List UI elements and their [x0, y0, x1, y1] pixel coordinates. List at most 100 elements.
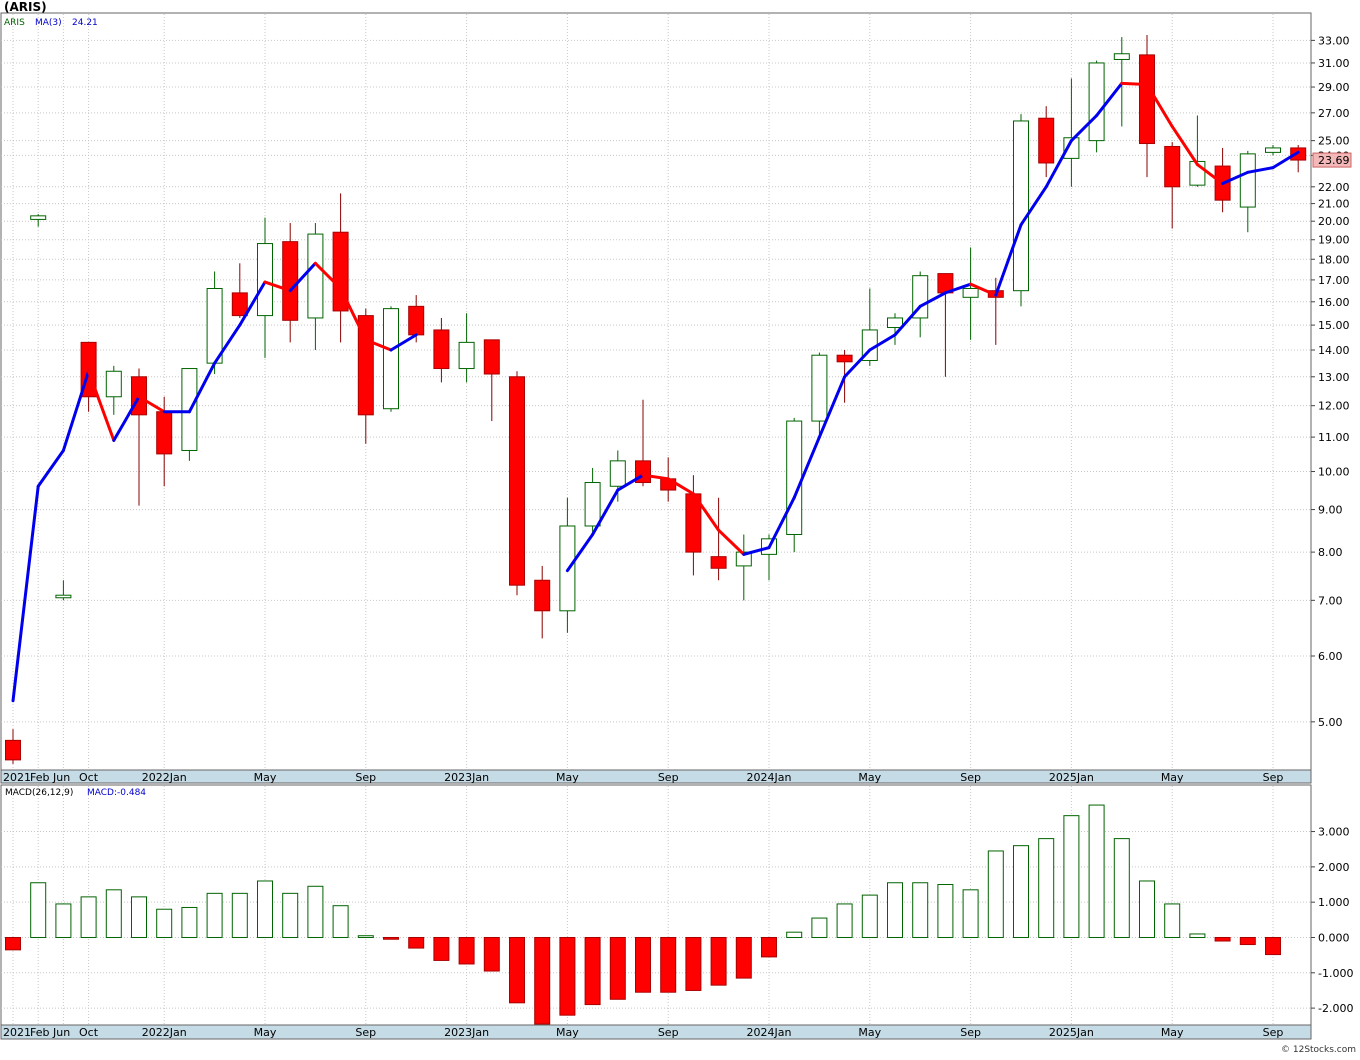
ma-segment [817, 375, 847, 439]
macd-bar [534, 936, 551, 1025]
x-axis-label: Jun [52, 1026, 70, 1039]
macd-bar [80, 896, 97, 938]
macd-histogram-series [5, 804, 1281, 1025]
ma-segment [313, 261, 343, 291]
x-axis-label: Sep [1263, 1026, 1284, 1039]
macd-bar [1164, 903, 1181, 938]
ma-segment [994, 223, 1023, 297]
ma-segment [868, 333, 897, 352]
candle-body [1013, 120, 1029, 292]
macd-y-axis: 3.000 2.000 1.000 0.000 -1.000 -2.000 [1311, 826, 1353, 1015]
x-axis-label: Feb [30, 771, 49, 784]
legend-symbol: ARIS [4, 18, 25, 28]
candle-body [156, 411, 173, 455]
macd-bar [660, 936, 677, 993]
macd-panel: 3.000 2.000 1.000 0.000 -1.000 -2.000 2021 Feb… [0, 784, 1353, 1040]
x-axis-label: Jun [52, 771, 70, 784]
ma-segment [263, 280, 292, 293]
macd-bar [1113, 838, 1130, 938]
ma-segment [943, 282, 973, 295]
x-axis-label: 2023Jan [444, 1026, 489, 1039]
price-y-tick-label: 15.00 [1318, 319, 1350, 332]
macd-bar [181, 906, 198, 938]
price-y-tick-label: 17.00 [1318, 274, 1350, 287]
candle-body [609, 460, 626, 487]
candle-body [206, 288, 223, 364]
macd-bar [332, 905, 349, 938]
price-y-tick-label: 11.00 [1318, 431, 1350, 444]
macd-y-tick-label: 1.000 [1318, 896, 1350, 909]
ma-segment [969, 282, 998, 297]
price-y-tick-label: 18.00 [1318, 253, 1350, 266]
ma-segment [61, 369, 91, 452]
candle-body [887, 317, 903, 329]
macd-bar [1088, 804, 1105, 938]
price-y-tick-label: 7.00 [1318, 594, 1343, 607]
price-y-tick-label: 9.00 [1318, 504, 1343, 517]
candle-body [1265, 147, 1281, 153]
macd-bar [962, 889, 979, 938]
macd-bar [30, 882, 47, 938]
ma-segment [1044, 139, 1073, 189]
x-axis-label: 2024Jan [747, 1026, 792, 1039]
ma-segment [238, 280, 267, 327]
candle-body [735, 551, 752, 567]
x-axis-label: May [556, 1026, 579, 1039]
candle-body [1239, 153, 1256, 208]
ma-segment [389, 333, 418, 352]
macd-x-axis: 2021 Feb Jun Oct 2022Jan May Sep 2023Jan May Sep 2… [3, 1026, 1283, 1039]
x-axis-label: 2021 [3, 1026, 31, 1039]
ma-segment [36, 448, 65, 488]
macd-bar [257, 880, 273, 938]
macd-bar [887, 882, 903, 938]
price-y-tick-label: 25.00 [1318, 135, 1350, 148]
ma-segment [843, 348, 872, 379]
x-axis-label: Oct [79, 771, 99, 784]
macd-legend-label: MACD(26,12,9) [5, 788, 73, 798]
macd-bar [1214, 936, 1231, 942]
ma-segment [1195, 163, 1225, 186]
macd-bar [55, 903, 72, 938]
candle-body [1063, 137, 1080, 159]
last-price-tag [1312, 152, 1352, 168]
macd-bar [206, 892, 223, 938]
candle-body [1088, 62, 1105, 142]
ma-segment [717, 528, 746, 556]
candle-body [836, 354, 853, 363]
macd-bar [231, 892, 248, 938]
macd-bar [1139, 880, 1155, 938]
macd-gridlines [1, 786, 1311, 1025]
ma-segment [742, 546, 771, 556]
price-y-tick-label: 29.00 [1318, 81, 1350, 94]
macd-bar [685, 936, 702, 991]
ma-segment [137, 395, 166, 414]
macd-bar [156, 908, 173, 938]
ma-segment [112, 395, 141, 442]
x-axis-label: Oct [79, 1026, 99, 1039]
ma-segment [187, 361, 217, 414]
price-y-tick-label: 19.00 [1318, 234, 1350, 247]
macd-bar [105, 889, 122, 938]
macd-bar [635, 936, 651, 993]
macd-bar [735, 936, 752, 979]
macd-y-tick-label: 0.000 [1318, 931, 1350, 944]
macd-bar [836, 903, 853, 938]
x-axis-label: Sep [355, 1026, 376, 1039]
macd-bar [609, 936, 626, 1000]
ma-segment [565, 532, 595, 573]
x-axis-label: Feb [30, 1026, 49, 1039]
ma-segment [339, 287, 368, 342]
x-axis-label: May [1161, 1026, 1184, 1039]
macd-bar [1013, 845, 1029, 938]
x-axis-label: Sep [960, 1026, 981, 1039]
macd-bar [1038, 838, 1055, 938]
macd-bar [5, 936, 21, 951]
ma-segment [11, 484, 40, 703]
macd-bar [509, 936, 525, 1004]
macd-bar [761, 936, 777, 958]
candle-body [332, 231, 349, 312]
macd-bar [786, 931, 803, 938]
legend-ma-label: MA(3) [35, 18, 62, 28]
macd-y-tick-label: -1.000 [1318, 967, 1353, 980]
price-y-tick-label: 6.00 [1318, 650, 1343, 663]
